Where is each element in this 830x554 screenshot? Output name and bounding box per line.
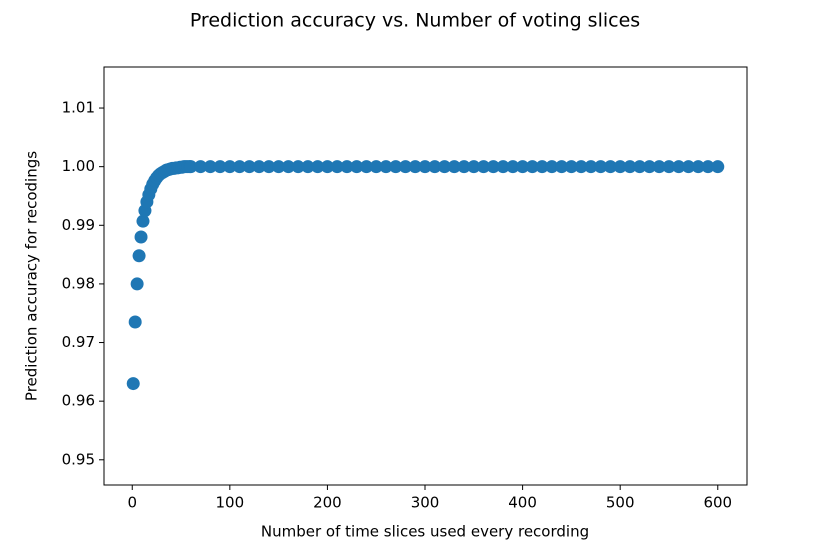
point [574,160,588,174]
point [701,160,715,174]
point [584,160,598,174]
x-tick-label: 100 [216,494,245,512]
point [311,160,325,174]
point [418,160,432,174]
point [486,160,500,174]
plot-frame [103,66,748,486]
point [633,160,647,174]
point [262,160,276,174]
point [564,160,578,174]
chart-title: Prediction accuracy vs. Number of voting… [190,10,640,32]
point [681,160,695,174]
x-axis-label: Number of time slices used every recordi… [261,523,589,541]
point [428,160,442,174]
point [330,160,344,174]
point [447,160,461,174]
point [467,160,481,174]
point [223,160,237,174]
point [252,160,266,174]
point [672,160,686,174]
point [408,160,422,174]
point [555,160,569,174]
point [613,160,627,174]
point [652,160,666,174]
y-tick-label: 0.97 [62,333,95,351]
y-tick-label: 1.01 [62,99,95,117]
point [438,160,452,174]
point [496,160,510,174]
point [242,160,256,174]
y-axis-label: Prediction accuracy for recodings [23,151,41,401]
point [301,160,315,174]
y-tick-label: 1.00 [62,157,95,175]
point [525,160,539,174]
point [272,160,286,174]
point [184,160,198,174]
point [711,160,725,174]
y-tick-label: 0.98 [62,274,95,292]
point [291,160,305,174]
point [130,277,144,291]
point [340,160,354,174]
x-tick-label: 300 [411,494,440,512]
y-tick-label: 0.99 [62,216,95,234]
point [194,160,208,174]
point [203,160,217,174]
point [126,377,140,391]
point [134,230,148,244]
point [350,160,364,174]
x-tick-label: 200 [313,494,342,512]
point [359,160,373,174]
point [320,160,334,174]
point [132,249,146,263]
point [213,160,227,174]
point [603,160,617,174]
y-tick-label: 0.95 [62,450,95,468]
point [642,160,656,174]
point [233,160,247,174]
point [369,160,383,174]
x-tick-label: 400 [508,494,537,512]
x-tick-label: 600 [703,494,732,512]
point [623,160,637,174]
point [281,160,295,174]
point [662,160,676,174]
point [594,160,608,174]
x-tick-label: 500 [606,494,635,512]
point [379,160,393,174]
point [516,160,530,174]
point [136,214,150,228]
point [535,160,549,174]
point [398,160,412,174]
point [691,160,705,174]
point [128,315,142,329]
point [457,160,471,174]
point [477,160,491,174]
point [389,160,403,174]
y-tick-label: 0.96 [62,392,95,410]
point [545,160,559,174]
x-tick-label: 0 [127,494,137,512]
point [506,160,520,174]
